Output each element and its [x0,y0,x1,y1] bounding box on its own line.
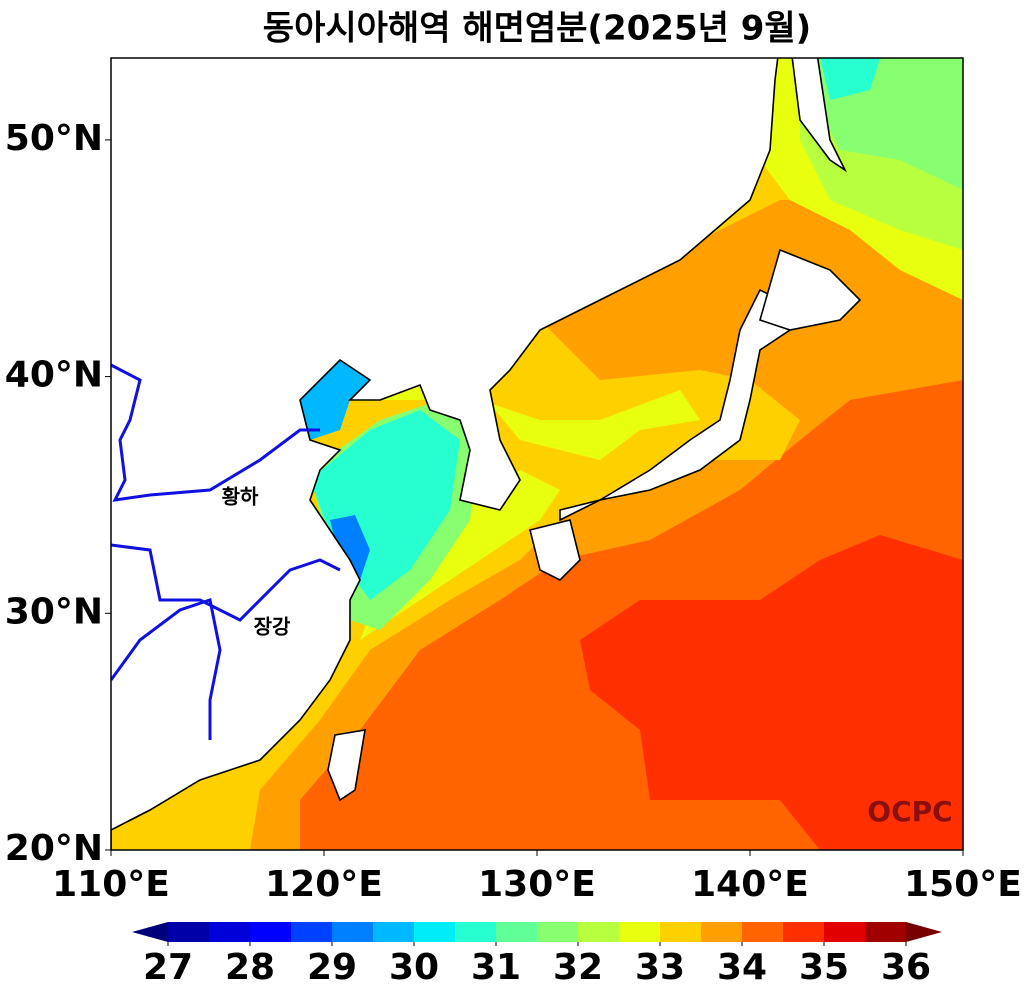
colorbar-bin [537,922,579,942]
colorbar-bin [824,922,866,942]
colorbar-bin [291,922,333,942]
title: 동아시아해역 해면염분(2025년 9월) [263,9,811,49]
sea-field [111,58,963,850]
y-tick-label: 30°N [5,591,103,632]
x-tick-label: 110°E [52,864,170,905]
colorbar-bin [209,922,251,942]
colorbar-bin [373,922,415,942]
colorbar-bin [783,922,825,942]
colorbar-bin [250,922,292,942]
colorbar-bin [660,922,702,942]
land [759,248,862,331]
colorbar-tick-label: 31 [471,947,521,988]
river [111,363,320,502]
colorbar-bin [496,922,538,942]
colorbar-tick-label: 29 [307,947,357,988]
colorbar-tick-label: 36 [881,947,931,988]
colorbar-tick-label: 27 [143,947,193,988]
x-tick-label: 140°E [691,864,809,905]
colorbar-bin [701,922,743,942]
colorbar-tick-label: 33 [635,947,685,988]
logo: OCPC [867,795,952,828]
colorbar-bin [578,922,620,942]
land [791,58,848,173]
river [111,543,341,622]
colorbar-bin [742,922,784,942]
colorbar-bin [414,922,456,942]
colorbar-extend [906,922,942,942]
colorbar-bin [332,922,374,942]
land [327,729,366,802]
x-tick-label: 130°E [478,864,596,905]
sea-zone [580,535,963,850]
river-label: 장강 [254,615,291,639]
y-tick-label: 50°N [5,118,103,159]
colorbar-tick-label: 30 [389,947,439,988]
colorbar-tick-label: 28 [225,947,275,988]
colorbar-bin [168,922,210,942]
colorbar-extend [132,922,168,942]
colorbar-bin [619,922,661,942]
colorbar-bin [865,922,907,942]
colorbar-bin [455,922,497,942]
river-label: 황하 [222,485,259,509]
land [529,519,581,581]
y-tick-label: 40°N [5,355,103,396]
sea-zone [330,515,370,580]
x-tick-label: 150°E [904,864,1022,905]
y-tick-label: 20°N [5,828,103,869]
land [111,58,779,850]
sea-zone [300,360,370,440]
x-tick-label: 120°E [265,864,383,905]
colorbar-tick-label: 32 [553,947,603,988]
colorbar-tick-label: 35 [799,947,849,988]
colorbar-tick-label: 34 [717,947,767,988]
river [111,598,222,740]
sea-zone [820,58,880,100]
